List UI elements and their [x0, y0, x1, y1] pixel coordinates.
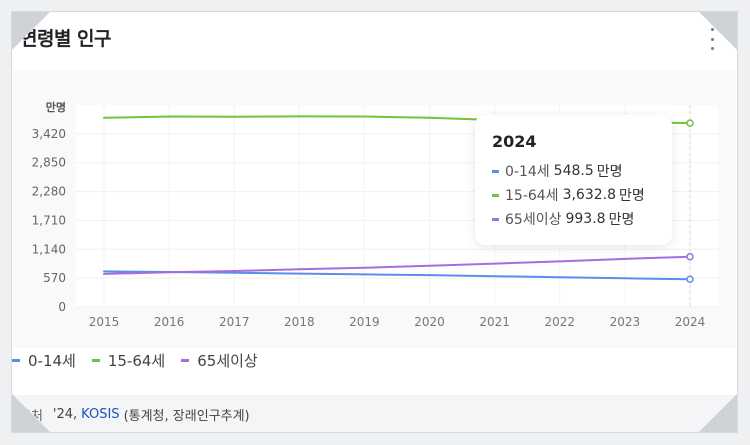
tooltip-series-name: 15-64세 — [505, 188, 559, 204]
legend-item-0-14[interactable]: 0-14세 — [12, 350, 76, 371]
line-chart: 0 570 1,140 1,710 2,280 2,850 3,420 2015 2016 201… — [13, 70, 736, 348]
y-tick-label: 1,710 — [32, 213, 66, 227]
legend-label: 65세이상 — [197, 351, 258, 370]
corner-decoration — [12, 12, 50, 50]
x-tick-label: 2018 — [284, 315, 315, 329]
tooltip-row-15-64: 15-64세 3,632.8 만명 — [492, 183, 655, 207]
x-tick-label: 2024 — [675, 315, 706, 329]
tooltip-series-name: 0-14세 — [505, 164, 550, 180]
series-line — [103, 255, 691, 275]
population-by-age-card: 연령별 인구 0 570 1,140 1,710 2,280 2,850 3,420 2015… — [11, 11, 738, 433]
y-tick-label: 2,850 — [32, 156, 66, 170]
x-tick-label: 2022 — [545, 315, 576, 329]
x-tick-label: 2017 — [219, 315, 250, 329]
y-unit-label: 만명 — [46, 100, 66, 114]
legend-label: 15-64세 — [107, 351, 166, 370]
tooltip-swatch — [492, 217, 499, 221]
corner-decoration — [12, 394, 50, 432]
source-footer: 출처 '24, KOSIS (통계청, 장래인구추계) — [13, 395, 736, 432]
tooltip-series-name: 65세이상 — [505, 212, 562, 228]
source-link-kosis[interactable]: KOSIS — [81, 406, 120, 422]
chart-tooltip: 2024 0-14세 548.5 만명 15-64세 3,632.8 만명 65… — [475, 115, 672, 245]
tooltip-series-value: 3,632.8 — [562, 187, 616, 203]
source-note: (통계청, 장래인구추계) — [123, 408, 250, 424]
legend-swatch — [12, 358, 20, 362]
chart-legend: 0-14세 15-64세 65세이상 — [12, 349, 274, 371]
source-year: '24, — [52, 406, 78, 422]
tooltip-row-0-14: 0-14세 548.5 만명 — [492, 159, 655, 183]
tooltip-unit: 만명 — [608, 212, 635, 228]
tooltip-series-value: 993.8 — [565, 211, 606, 227]
y-tick-label: 0 — [58, 300, 66, 314]
tooltip-series-value: 548.5 — [553, 163, 594, 179]
tooltip-swatch — [492, 169, 499, 173]
corner-decoration — [699, 394, 737, 432]
corner-decoration — [699, 12, 737, 50]
x-tick-label: 2019 — [349, 315, 380, 329]
highlight-point — [686, 119, 694, 127]
highlight-point — [686, 275, 694, 283]
tooltip-unit: 만명 — [596, 164, 623, 180]
highlight-point — [686, 252, 694, 261]
y-tick-label: 570 — [43, 271, 66, 285]
tooltip-unit: 만명 — [619, 188, 645, 204]
tooltip-year: 2024 — [492, 132, 537, 151]
y-tick-label: 3,420 — [32, 127, 66, 141]
y-tick-label: 2,280 — [32, 185, 66, 199]
legend-swatch — [181, 358, 190, 362]
tooltip-row-65-plus: 65세이상 993.8 만명 — [492, 207, 655, 231]
x-tick-label: 2023 — [610, 315, 641, 329]
x-tick-label: 2020 — [414, 315, 445, 329]
x-tick-label: 2015 — [89, 315, 120, 329]
x-tick-label: 2016 — [154, 315, 185, 329]
legend-item-15-64[interactable]: 15-64세 — [91, 350, 166, 371]
tooltip-swatch — [492, 193, 499, 197]
legend-swatch — [91, 358, 100, 362]
legend-item-65-plus[interactable]: 65세이상 — [181, 350, 258, 371]
legend-label: 0-14세 — [28, 351, 76, 370]
x-tick-label: 2021 — [479, 315, 510, 329]
y-tick-label: 1,140 — [32, 242, 66, 256]
